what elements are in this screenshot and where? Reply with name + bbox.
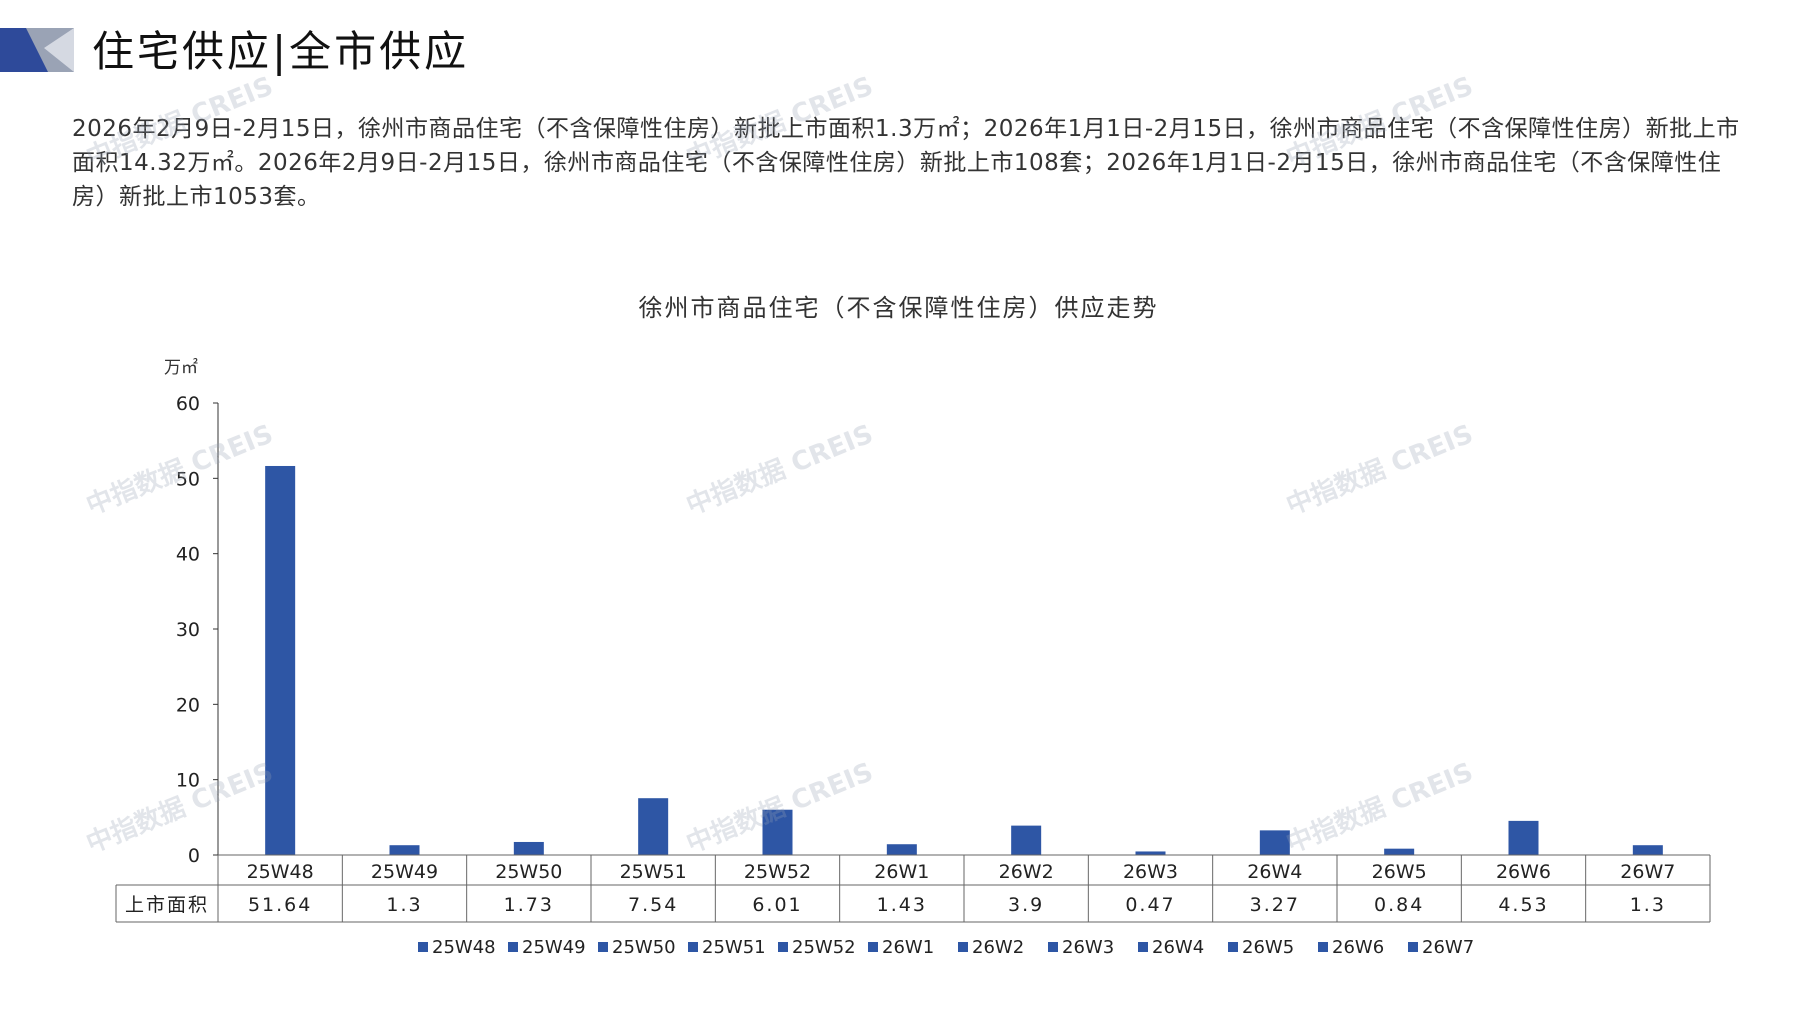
data-label: 1.3 xyxy=(1630,894,1666,916)
x-tick-label: 25W51 xyxy=(620,861,687,883)
legend-swatch xyxy=(1318,942,1328,952)
bar xyxy=(638,798,669,855)
legend-entry: 26W6 xyxy=(1332,937,1384,958)
bar xyxy=(1508,820,1539,855)
data-label: 3.9 xyxy=(1008,894,1044,916)
y-tick-label: 40 xyxy=(176,544,200,566)
bar xyxy=(886,844,917,855)
bar xyxy=(1011,825,1042,855)
x-tick-label: 26W7 xyxy=(1620,861,1675,883)
y-tick-label: 30 xyxy=(176,619,200,641)
legend-swatch xyxy=(1408,942,1418,952)
y-tick-label: 60 xyxy=(176,393,200,415)
bar xyxy=(1135,851,1166,855)
legend-swatch xyxy=(418,942,428,952)
legend-entry: 26W1 xyxy=(882,937,934,958)
legend-swatch xyxy=(688,942,698,952)
legend-swatch xyxy=(508,942,518,952)
legend-entry: 25W52 xyxy=(792,937,856,958)
legend-swatch xyxy=(598,942,608,952)
legend-swatch xyxy=(778,942,788,952)
data-label: 4.53 xyxy=(1498,894,1548,916)
data-label: 0.84 xyxy=(1374,894,1424,916)
bar xyxy=(389,845,420,855)
y-tick-label: 50 xyxy=(176,468,200,490)
legend-entry: 26W3 xyxy=(1062,937,1114,958)
summary-text: 2026年2月9日-2月15日，徐州市商品住宅（不含保障性住房）新批上市面积1.… xyxy=(72,116,1740,210)
x-tick-label: 26W1 xyxy=(874,861,929,883)
legend-entry: 25W48 xyxy=(432,937,496,958)
data-label: 3.27 xyxy=(1250,894,1300,916)
x-tick-label: 25W48 xyxy=(247,861,314,883)
legend-swatch xyxy=(1138,942,1148,952)
bar xyxy=(1384,848,1415,855)
data-label: 1.73 xyxy=(504,894,554,916)
y-axis-unit: 万㎡ xyxy=(164,358,198,378)
data-label: 0.47 xyxy=(1125,894,1175,916)
x-tick-label: 26W3 xyxy=(1123,861,1178,883)
table-series-name: 上市面积 xyxy=(125,894,209,916)
bar xyxy=(1632,845,1663,855)
legend-swatch xyxy=(958,942,968,952)
x-tick-label: 25W50 xyxy=(495,861,562,883)
logo-mark-icon xyxy=(0,28,74,72)
data-label: 6.01 xyxy=(752,894,802,916)
bar xyxy=(265,465,296,855)
page-title: 住宅供应|全市供应 xyxy=(92,27,470,76)
data-label: 51.64 xyxy=(248,894,312,916)
x-tick-label: 25W52 xyxy=(744,861,811,883)
legend-entry: 25W50 xyxy=(612,937,676,958)
legend-swatch xyxy=(1048,942,1058,952)
y-tick-label: 20 xyxy=(176,694,200,716)
data-label: 7.54 xyxy=(628,894,678,916)
bar xyxy=(1259,830,1290,855)
x-tick-label: 26W6 xyxy=(1496,861,1551,883)
y-tick-label: 10 xyxy=(176,770,200,792)
legend-entry: 25W49 xyxy=(522,937,586,958)
data-label: 1.43 xyxy=(877,894,927,916)
data-label: 1.3 xyxy=(386,894,422,916)
x-tick-label: 25W49 xyxy=(371,861,438,883)
x-tick-label: 26W2 xyxy=(999,861,1054,883)
legend-entry: 26W2 xyxy=(972,937,1024,958)
legend-swatch xyxy=(1228,942,1238,952)
legend-entry: 26W5 xyxy=(1242,937,1294,958)
bar xyxy=(513,841,544,855)
y-tick-label: 0 xyxy=(188,845,200,867)
chart-title: 徐州市商品住宅（不含保障性住房）供应走势 xyxy=(638,294,1159,322)
legend-entry: 26W4 xyxy=(1152,937,1204,958)
x-tick-label: 26W4 xyxy=(1247,861,1302,883)
x-tick-label: 26W5 xyxy=(1372,861,1427,883)
legend-entry: 26W7 xyxy=(1422,937,1474,958)
legend-entry: 25W51 xyxy=(702,937,766,958)
legend-swatch xyxy=(868,942,878,952)
header: 住宅供应|全市供应 xyxy=(0,22,700,82)
bar xyxy=(762,809,793,855)
